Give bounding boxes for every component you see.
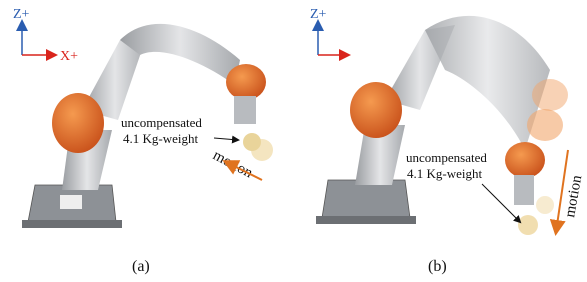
robot [316,16,568,235]
caption: (a) [132,258,150,275]
annotation-line: 4.1 Kg-weight [123,131,198,146]
figure: Z+ X+ uncompensated 4.1 Kg-weight motion… [0,0,587,282]
caption: (b) [428,258,447,275]
panel-b: Z+ uncompensated 4.1 Kg-weight motion (b… [310,7,585,275]
z-label: Z+ [310,7,327,22]
annotation-line: uncompensated [406,150,487,165]
annotation-line: 4.1 Kg-weight [407,166,482,181]
annotation-arrow [214,138,238,140]
motion-label: motion [562,174,585,219]
x-label: X+ [60,49,78,64]
z-label: Z+ [13,7,30,22]
annotation-line: uncompensated [121,115,202,130]
panel-a: Z+ X+ uncompensated 4.1 Kg-weight motion… [13,7,273,275]
